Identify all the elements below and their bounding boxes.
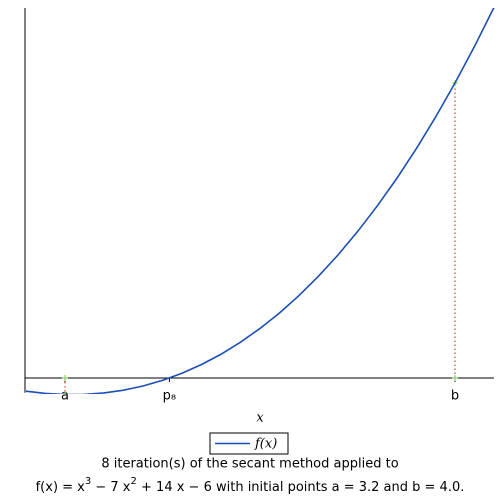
caption-text: + 14 x − 6 with initial points a = 3.2 a… [137, 480, 464, 495]
secant-point [61, 391, 68, 394]
secant-point-axis [61, 375, 68, 381]
x-tick-label: b [451, 389, 459, 404]
caption-line-1: 8 iteration(s) of the secant method appl… [101, 457, 398, 472]
x-tick-label: p₈ [163, 389, 176, 404]
series-line [25, 8, 495, 394]
secant-point-axis [451, 375, 458, 381]
caption-text: f(x) = x [36, 480, 86, 495]
legend-label: f(x) [254, 437, 277, 452]
caption-text: − 7 x [91, 480, 131, 495]
x-axis-label: x [256, 411, 264, 426]
plot-area [25, 8, 495, 394]
x-tick-label: a [61, 389, 69, 404]
caption-line-2: f(x) = x3 − 7 x2 + 14 x − 6 with initial… [36, 476, 465, 495]
superscript: 2 [131, 476, 137, 487]
superscript: 3 [85, 476, 91, 487]
